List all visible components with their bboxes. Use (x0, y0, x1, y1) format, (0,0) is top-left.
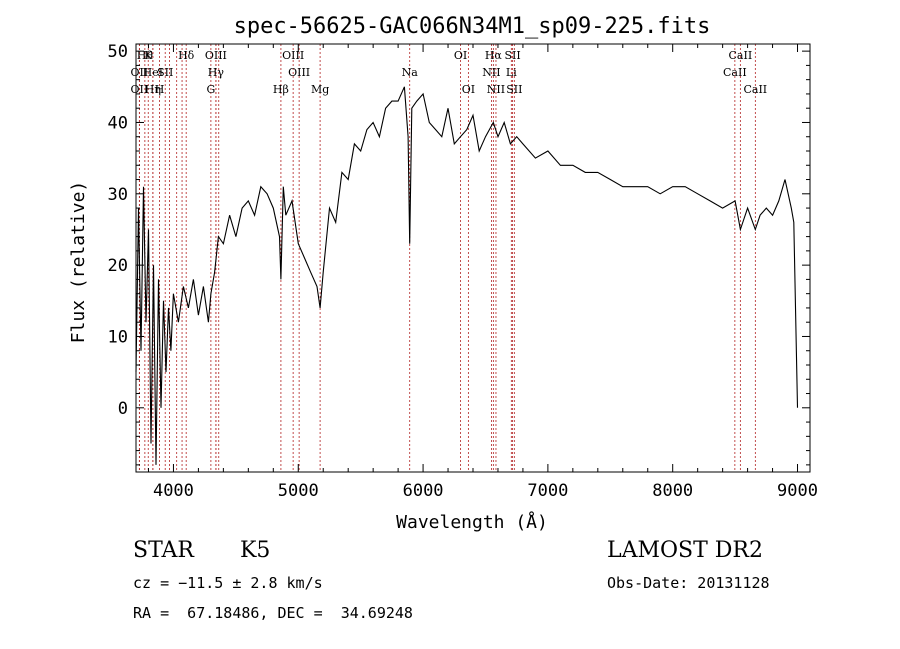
object-subclass: K5 (240, 538, 271, 563)
emission-line-labels: OIIOIIHθKHeIHηHSIIHδGOIIIHγHβOIIIOIIIMgN… (131, 49, 768, 96)
line-marker-label: OIII (282, 49, 304, 62)
line-marker-label: H (155, 83, 165, 96)
object-class: STAR (133, 538, 194, 563)
y-tick-label: 40 (108, 113, 128, 133)
y-axis-label: Flux (relative) (68, 181, 89, 344)
chart-title: spec-56625-GAC066N34M1_sp09-225.fits (234, 14, 711, 39)
line-marker-label: SII (506, 83, 522, 96)
line-marker-label: CaII (723, 66, 747, 79)
line-marker-label: OI (462, 83, 475, 96)
line-marker-label: Hβ (273, 83, 289, 96)
x-tick-label: 4000 (153, 481, 194, 501)
line-marker-label: Hθ (137, 49, 154, 62)
line-marker-label: Na (402, 66, 419, 79)
x-tick-label: 7000 (527, 481, 568, 501)
line-marker-label: Hη (145, 83, 161, 96)
x-axis-ticks: 4000 5000 6000 7000 8000 9000 (147, 44, 818, 501)
x-axis-label: Wavelength (Å) (396, 511, 548, 533)
line-marker-label: Li (506, 66, 517, 79)
line-marker-label: NII (487, 83, 505, 96)
coordinates-text: RA = 67.18486, DEC = 34.69248 (133, 604, 413, 622)
line-marker-label: OI (454, 49, 467, 62)
line-marker-label: SII (157, 66, 173, 79)
plot-frame (135, 43, 811, 473)
line-marker-label: G (206, 83, 215, 96)
redshift-text: cz = −11.5 ± 2.8 km/s (133, 574, 323, 592)
line-marker-label: CaII (743, 83, 767, 96)
x-tick-label: 9000 (777, 481, 818, 501)
line-marker-label: CaII (729, 49, 753, 62)
obs-date-text: Obs-Date: 20131128 (607, 574, 770, 592)
line-marker-label: HeI (143, 66, 163, 79)
x-tick-label: 5000 (278, 481, 319, 501)
line-marker-label: OII (131, 83, 149, 96)
emission-line-markers (138, 44, 756, 472)
x-tick-label: 6000 (403, 481, 444, 501)
line-marker-label: OIII (288, 66, 310, 79)
y-axis-ticks: 0 10 20 30 40 50 (108, 42, 810, 466)
spectrum-series-line (135, 86, 799, 465)
survey-name: LAMOST DR2 (607, 538, 763, 563)
y-tick-label: 20 (108, 256, 128, 276)
y-tick-label: 10 (108, 327, 128, 347)
line-marker-label: OII (131, 66, 149, 79)
x-tick-label: 8000 (652, 481, 693, 501)
line-marker-label: Hδ (178, 49, 195, 62)
y-tick-label: 30 (108, 185, 128, 205)
line-marker-label: K (144, 49, 153, 62)
line-marker-label: Hγ (208, 66, 225, 79)
line-marker-label: Hα (485, 49, 503, 62)
line-marker-label: NII (482, 66, 500, 79)
y-tick-label: 0 (118, 399, 128, 419)
y-tick-label: 50 (108, 42, 128, 62)
line-marker-label: OIII (205, 49, 227, 62)
line-marker-label: SII (504, 49, 520, 62)
line-marker-label: Mg (311, 83, 329, 96)
